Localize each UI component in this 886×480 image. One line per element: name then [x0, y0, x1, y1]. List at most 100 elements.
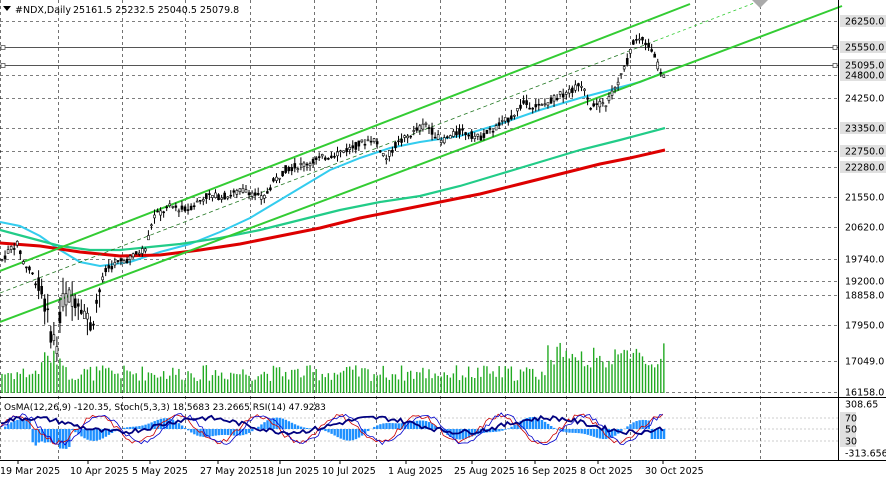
candle-body — [308, 163, 312, 167]
osma-bar — [626, 426, 629, 429]
osma-bar — [217, 429, 220, 436]
osma-bar — [98, 429, 101, 440]
candle-body — [28, 266, 31, 271]
osma-bar — [245, 429, 248, 435]
rsi-line — [0, 414, 664, 436]
osma-bar — [22, 419, 25, 429]
osma-bar — [650, 429, 654, 439]
osma-bar — [464, 429, 467, 439]
osma-bar — [126, 427, 129, 429]
price-tick: 16158.0 — [845, 388, 884, 399]
candle-body — [186, 209, 190, 211]
ohlc-values: 25161.5 25232.5 25040.5 25079.8 — [73, 5, 239, 16]
candle-body — [67, 289, 71, 303]
candle-body — [241, 188, 245, 193]
dropdown-triangle-icon[interactable] — [3, 6, 11, 11]
candle-body — [513, 114, 516, 117]
date-tick: 5 May 2025 — [132, 466, 188, 477]
osma-bar — [196, 429, 199, 436]
candle-body — [192, 205, 196, 208]
candle-body — [198, 199, 202, 202]
osma-bar — [583, 429, 586, 435]
osma-bar — [214, 429, 217, 436]
candle-body — [110, 266, 114, 270]
osma-bar — [281, 418, 284, 429]
osma-bar — [309, 428, 312, 429]
chart-header: #NDX,Daily 25161.5 25232.5 25040.5 25079… — [3, 5, 239, 16]
candle-body — [461, 128, 464, 131]
osma-bar — [388, 423, 391, 429]
price-tick-highlight — [840, 161, 886, 173]
osma-bar — [632, 422, 635, 429]
osma-bar — [434, 425, 437, 429]
candle-body — [134, 251, 138, 255]
level-handle[interactable] — [832, 63, 838, 68]
candle-body — [333, 155, 336, 158]
candle-body — [571, 87, 574, 93]
level-handle[interactable] — [0, 45, 6, 50]
osma-bar — [58, 429, 62, 449]
candle-body — [0, 259, 4, 261]
osma-bar — [565, 429, 568, 433]
candle-body — [552, 95, 556, 102]
osma-bar — [476, 429, 480, 435]
candle-body — [400, 138, 403, 143]
osma-bar — [92, 429, 95, 441]
osma-bar — [345, 429, 349, 441]
osma-bar — [543, 421, 547, 429]
candle-body — [339, 150, 342, 153]
osma-bar — [592, 429, 596, 437]
osma-bar — [147, 423, 150, 429]
candle-body — [46, 308, 50, 311]
candle-body — [531, 107, 535, 110]
candle-body — [418, 125, 422, 131]
candle-body — [479, 135, 483, 141]
osma-bar — [31, 429, 34, 443]
osma-bar — [180, 425, 184, 429]
osma-bar — [638, 420, 641, 429]
date-tick: 1 Aug 2025 — [388, 466, 443, 477]
candle-body — [467, 134, 470, 137]
candle-body — [345, 148, 348, 153]
level-handle[interactable] — [832, 45, 838, 50]
osma-bar — [211, 429, 214, 437]
osma-bar — [458, 429, 461, 440]
osma-bar — [104, 429, 108, 437]
candle-body — [305, 163, 309, 166]
osma-bar — [495, 429, 498, 432]
candle-body — [107, 265, 111, 269]
candle-body — [436, 134, 440, 140]
candle-body — [189, 205, 193, 210]
price-tick: 22750.0 — [845, 147, 884, 158]
volume-bars — [1, 342, 665, 393]
osma-bar — [19, 419, 22, 429]
candle-body — [293, 163, 297, 169]
price-tick: 19200.0 — [845, 277, 884, 288]
osma-bar — [342, 429, 345, 440]
osma-bar — [461, 429, 464, 440]
osma-bar — [77, 429, 80, 435]
osma-bar — [132, 426, 135, 429]
ind-tick-highlight — [840, 423, 856, 435]
osma-bar — [418, 420, 422, 429]
candle-body — [503, 117, 507, 122]
price-tick: 24800.0 — [845, 71, 884, 82]
osma-bar — [473, 429, 477, 436]
date-tick: 30 Oct 2025 — [645, 466, 704, 477]
osma-bar — [428, 422, 431, 429]
candle-body — [604, 105, 608, 108]
candle-body — [64, 293, 68, 306]
osma-bar — [299, 426, 303, 429]
osma-bar — [406, 422, 410, 429]
level-handle[interactable] — [0, 63, 6, 68]
candle-body — [137, 252, 141, 255]
candle-body — [238, 188, 242, 193]
candle-body — [470, 131, 474, 139]
osma-bar — [229, 429, 233, 436]
candle-body — [632, 40, 635, 45]
candle-body — [488, 128, 492, 130]
osma-bar — [641, 419, 644, 429]
osma-bar — [351, 429, 355, 441]
candle-body — [159, 210, 162, 216]
